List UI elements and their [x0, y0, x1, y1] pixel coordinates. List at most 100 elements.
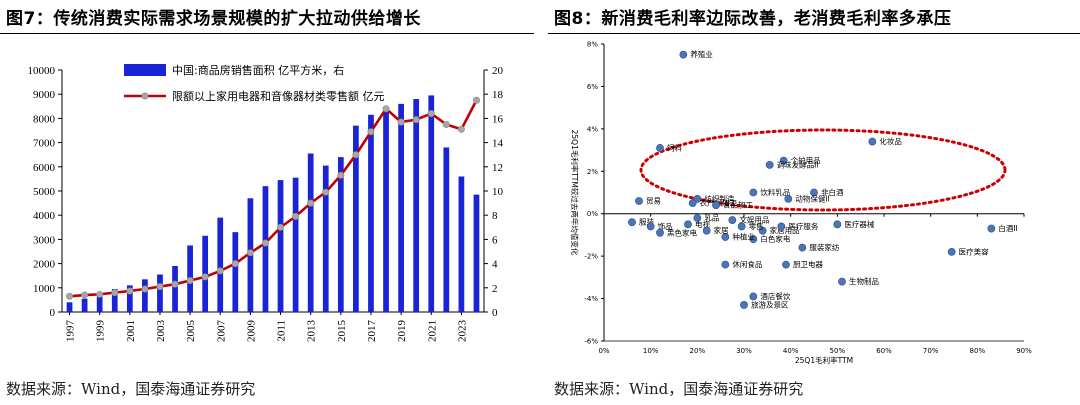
scatter-point-酒店餐饮 [749, 292, 758, 301]
scatter-point-非白酒 [810, 188, 818, 197]
y-right-tick-label: 20 [492, 65, 504, 77]
line-point-2006 [201, 273, 209, 281]
bar-sales-area-2016 [353, 125, 359, 312]
line-point-2018 [382, 105, 390, 113]
right-figure-panel: 图8：新消费毛利率边际改善，老消费毛利率多承压 -6% -4% -2% 0% 2% 4% 6… [548, 0, 1080, 405]
x-tick-label: 2017 [366, 320, 378, 343]
line-point-2001 [126, 287, 134, 295]
scatter-y-tick-label: 6% [587, 83, 598, 91]
scatter-point-label: 调味发酵品II [777, 159, 819, 169]
line-point-2017 [367, 128, 375, 136]
bar-sales-area-2011 [277, 180, 284, 312]
bar-sales-area-2003 [157, 274, 163, 312]
y-left-tick-label: 6000 [33, 162, 56, 174]
right-title-rule [548, 33, 1080, 34]
bar-sales-area-2000 [111, 289, 118, 312]
scatter-point-种植业 [721, 233, 730, 241]
y-left-tick-label: 9000 [33, 89, 56, 101]
line-point-2024 [472, 96, 480, 104]
scatter-point-黑色家电 [656, 228, 664, 237]
bar-sales-area-2002 [142, 279, 148, 312]
line-point-1999 [96, 290, 104, 298]
bar-sales-area-2023 [458, 176, 465, 312]
x-tick-label: 2001 [125, 320, 137, 342]
line-point-2004 [171, 280, 179, 288]
scatter-point-label: 旅游及景区 [751, 299, 789, 309]
line-point-2003 [156, 283, 164, 291]
scatter-point-乳品 [693, 214, 702, 222]
bar-sales-area-2007 [217, 217, 224, 312]
x-tick-label: 1997 [65, 320, 77, 343]
scatter-point-家居 [702, 226, 711, 235]
scatter-x-tick-label: 10% [643, 347, 659, 355]
scatter-y-axis-title: 25Q1毛利率TTM较过去两年均值变化 [570, 130, 580, 256]
y-left-tick-label: 2000 [33, 259, 56, 271]
y-left-tick-label: 1000 [33, 283, 56, 295]
line-point-2012 [292, 212, 300, 220]
scatter-point-label: 休闲食品 [732, 259, 762, 269]
left-combo-chart: 0100020003000400050006000700080009000100… [28, 63, 504, 343]
scatter-y-tick-label: -2% [584, 253, 598, 261]
left-title-rule [0, 33, 534, 34]
left-figure-panel: 图7：传统消费实际需求场景规模的扩大拉动供给增长 0 1000 2000 3000 40… [0, 9, 534, 398]
y-left-tick-label: 8000 [33, 113, 56, 125]
scatter-point-白酒II [987, 224, 996, 233]
line-point-2021 [427, 110, 435, 118]
scatter-x-tick-label: 80% [970, 347, 986, 355]
bar-sales-area-2008 [232, 232, 239, 312]
y-right-tick-label: 10 [492, 186, 504, 198]
bar-sales-area-1999 [96, 296, 103, 312]
line-point-2019 [397, 118, 405, 126]
x-tick-label: 2019 [396, 320, 408, 343]
scatter-point-零售 [737, 222, 746, 231]
x-tick-label: 2023 [456, 320, 468, 343]
scatter-point-贸易 [635, 197, 643, 205]
x-tick-label: 2007 [215, 320, 227, 343]
scatter-point-农产品加工 [688, 199, 697, 208]
scatter-point-生物制品 [838, 277, 846, 286]
scatter-point-个护用品 [779, 156, 788, 165]
scatter-point-化妆品 [868, 137, 877, 146]
scatter-point-电视 [684, 220, 692, 229]
bar-sales-area-2020 [413, 99, 420, 312]
scatter-y-tick-label: 2% [587, 168, 598, 176]
scatter-x-tick-label: 40% [783, 347, 799, 355]
scatter-point-label: 乳品 [704, 212, 719, 222]
bar-sales-area-2010 [262, 186, 269, 312]
line-point-2000 [111, 289, 119, 297]
scatter-point-label: 服装家纺 [809, 242, 839, 252]
scatter-point-医疗器械 [833, 220, 842, 229]
bar-sales-area-2021 [428, 95, 435, 312]
scatter-point-文娱用品 [728, 216, 737, 224]
scatter-x-tick-label: 20% [690, 347, 706, 355]
line-point-2020 [412, 116, 420, 124]
scatter-point-label: 文娱用品 [739, 215, 769, 225]
scatter-x-tick-label: 30% [736, 347, 752, 355]
bar-sales-area-2019 [398, 103, 404, 312]
y-right-tick-label: 16 [492, 113, 504, 125]
right-scatter-chart: -6% -4% -2% 0% 2% 4% 6% 8% 0% 10% 20% 30% 40% 50% 60% 7… [570, 41, 1032, 366]
x-tick-label: 1999 [95, 320, 107, 343]
scatter-point-休闲食品 [721, 260, 730, 269]
bar-sales-area-2018 [383, 107, 389, 312]
y-right-tick-label: 12 [492, 162, 503, 174]
line-point-2002 [141, 285, 149, 293]
y-right-tick-label: 4 [492, 259, 498, 271]
legend-line-label: 限额以上家用电器和音像器材类零售额 亿元 [172, 89, 385, 103]
scatter-point-label: 生物制品 [849, 276, 879, 286]
scatter-x-axis-title: 25Q1毛利率TTM [795, 355, 853, 365]
scatter-point-label: 纺织制造 [704, 193, 734, 203]
bar-sales-area-2001 [126, 285, 133, 312]
scatter-point-label: 医疗器械 [844, 219, 874, 229]
scatter-point-label: 贸易 [646, 195, 661, 205]
left-source-note: 数据来源：Wind，国泰海通证券研究 [6, 380, 256, 398]
scatter-point-服装 [628, 218, 636, 227]
highlight-ellipse [639, 128, 1007, 212]
scatter-y-tick-label: -6% [584, 338, 598, 346]
bar-sales-area-2017 [368, 114, 374, 313]
line-point-1997 [66, 292, 74, 300]
scatter-point-label: 饮料乳品 [760, 187, 790, 197]
y-right-tick-label: 18 [492, 89, 504, 101]
scatter-point-label: 动物保健II [795, 193, 829, 203]
left-figure-title: 图7：传统消费实际需求场景规模的扩大拉动供给增长 [6, 9, 421, 29]
